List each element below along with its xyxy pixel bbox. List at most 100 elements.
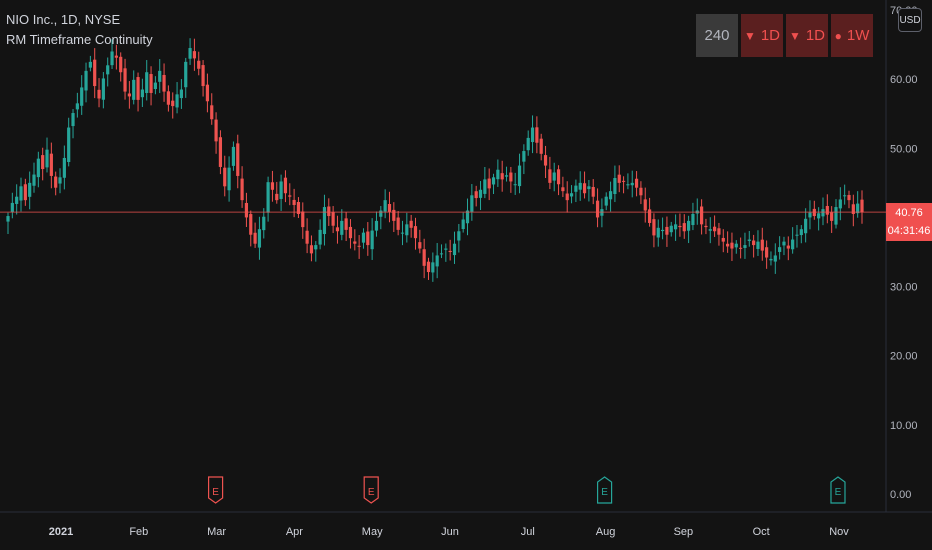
candle-body [448,250,452,252]
candle-body [227,167,231,191]
candle-body [439,253,444,255]
candle [6,212,10,235]
candle [132,70,136,105]
earnings-marker-icon[interactable]: E [363,476,379,504]
timeframe-1d-box: ▼ 1D [741,14,783,57]
candle-body [756,241,760,249]
candle-body [71,113,75,127]
candle-body [322,207,327,235]
candle-body [249,214,253,235]
currency-button[interactable]: USD [898,8,922,32]
candle [335,215,340,244]
indicator-title[interactable]: RM Timeframe Continuity [6,32,153,47]
earnings-marker-shape [830,476,846,504]
candle-body [84,70,88,91]
time-tick-label: Mar [207,526,226,538]
candle-body [88,61,92,68]
candle [769,251,773,266]
candle [556,165,561,196]
earnings-marker-label: E [601,487,608,498]
earnings-marker-icon[interactable]: E [596,476,613,504]
candle [535,116,539,154]
candle [470,184,474,221]
symbol-title[interactable]: NIO Inc., 1D, NYSE [6,12,121,27]
candle [405,212,409,243]
candle [444,243,448,262]
candle [791,227,795,254]
candle [734,240,738,254]
candle [19,177,23,212]
earnings-marker-icon[interactable]: E [207,476,224,504]
candle-body [613,178,617,195]
earnings-marker-icon[interactable]: E [830,476,846,504]
time-tick-label: Apr [286,526,303,538]
candle [418,229,422,254]
candle-body [543,155,548,166]
candle-body [201,65,205,87]
candle [452,231,457,264]
candle-body [166,91,170,105]
candle-body [608,191,613,200]
candle-body [296,201,301,214]
candle-body [32,174,36,186]
candle [500,160,504,192]
candle [435,243,439,279]
candle [691,202,695,231]
candle [15,184,19,215]
candle-body [15,196,19,204]
candle [353,229,357,251]
candle [834,199,838,229]
candle-body [591,186,595,197]
candle-body [569,193,574,197]
candle-body [45,149,49,168]
candle-body [370,230,374,250]
candle-body [713,226,717,232]
candle [630,170,634,198]
candle-body [153,82,157,90]
candle [10,192,14,219]
candle-body [496,169,500,180]
timeframe-label: 240 [704,27,730,44]
candle [114,44,118,70]
candle [799,225,803,244]
candle [374,211,379,237]
candle-body [821,209,825,217]
candle-body [630,182,634,186]
candle-body [556,169,561,185]
candle-body [500,173,504,180]
candle [214,112,218,154]
candle [227,156,231,202]
candle [574,179,578,203]
candle-body [734,243,738,248]
candle-body [647,209,652,223]
candle-body [678,225,682,228]
candle-body [795,234,799,236]
candle [634,171,639,197]
candle-body [6,216,10,222]
candle [314,241,318,262]
candle [28,171,32,210]
candle [613,165,617,203]
candle-body [604,196,608,206]
candle-body [301,211,305,228]
candle-body [67,127,71,162]
candle-body [726,243,730,247]
candle [192,38,197,71]
candle [127,81,131,109]
triangle-down-icon: ▼ [743,28,756,43]
time-scale[interactable]: 2021 Feb Mar Apr May Jun Jul Aug Sep Oct Nov [49,526,850,538]
candle [236,134,240,189]
candle-body [778,247,782,252]
candle-body [704,225,708,228]
candle-body [253,232,257,244]
candle-body [28,182,32,197]
candle-body [41,155,45,170]
candle-body [808,212,812,218]
candle-body [582,183,587,194]
candle [249,210,253,247]
triangle-down-icon: ▼ [788,28,801,43]
candle [123,58,127,100]
candle-body [184,61,188,88]
